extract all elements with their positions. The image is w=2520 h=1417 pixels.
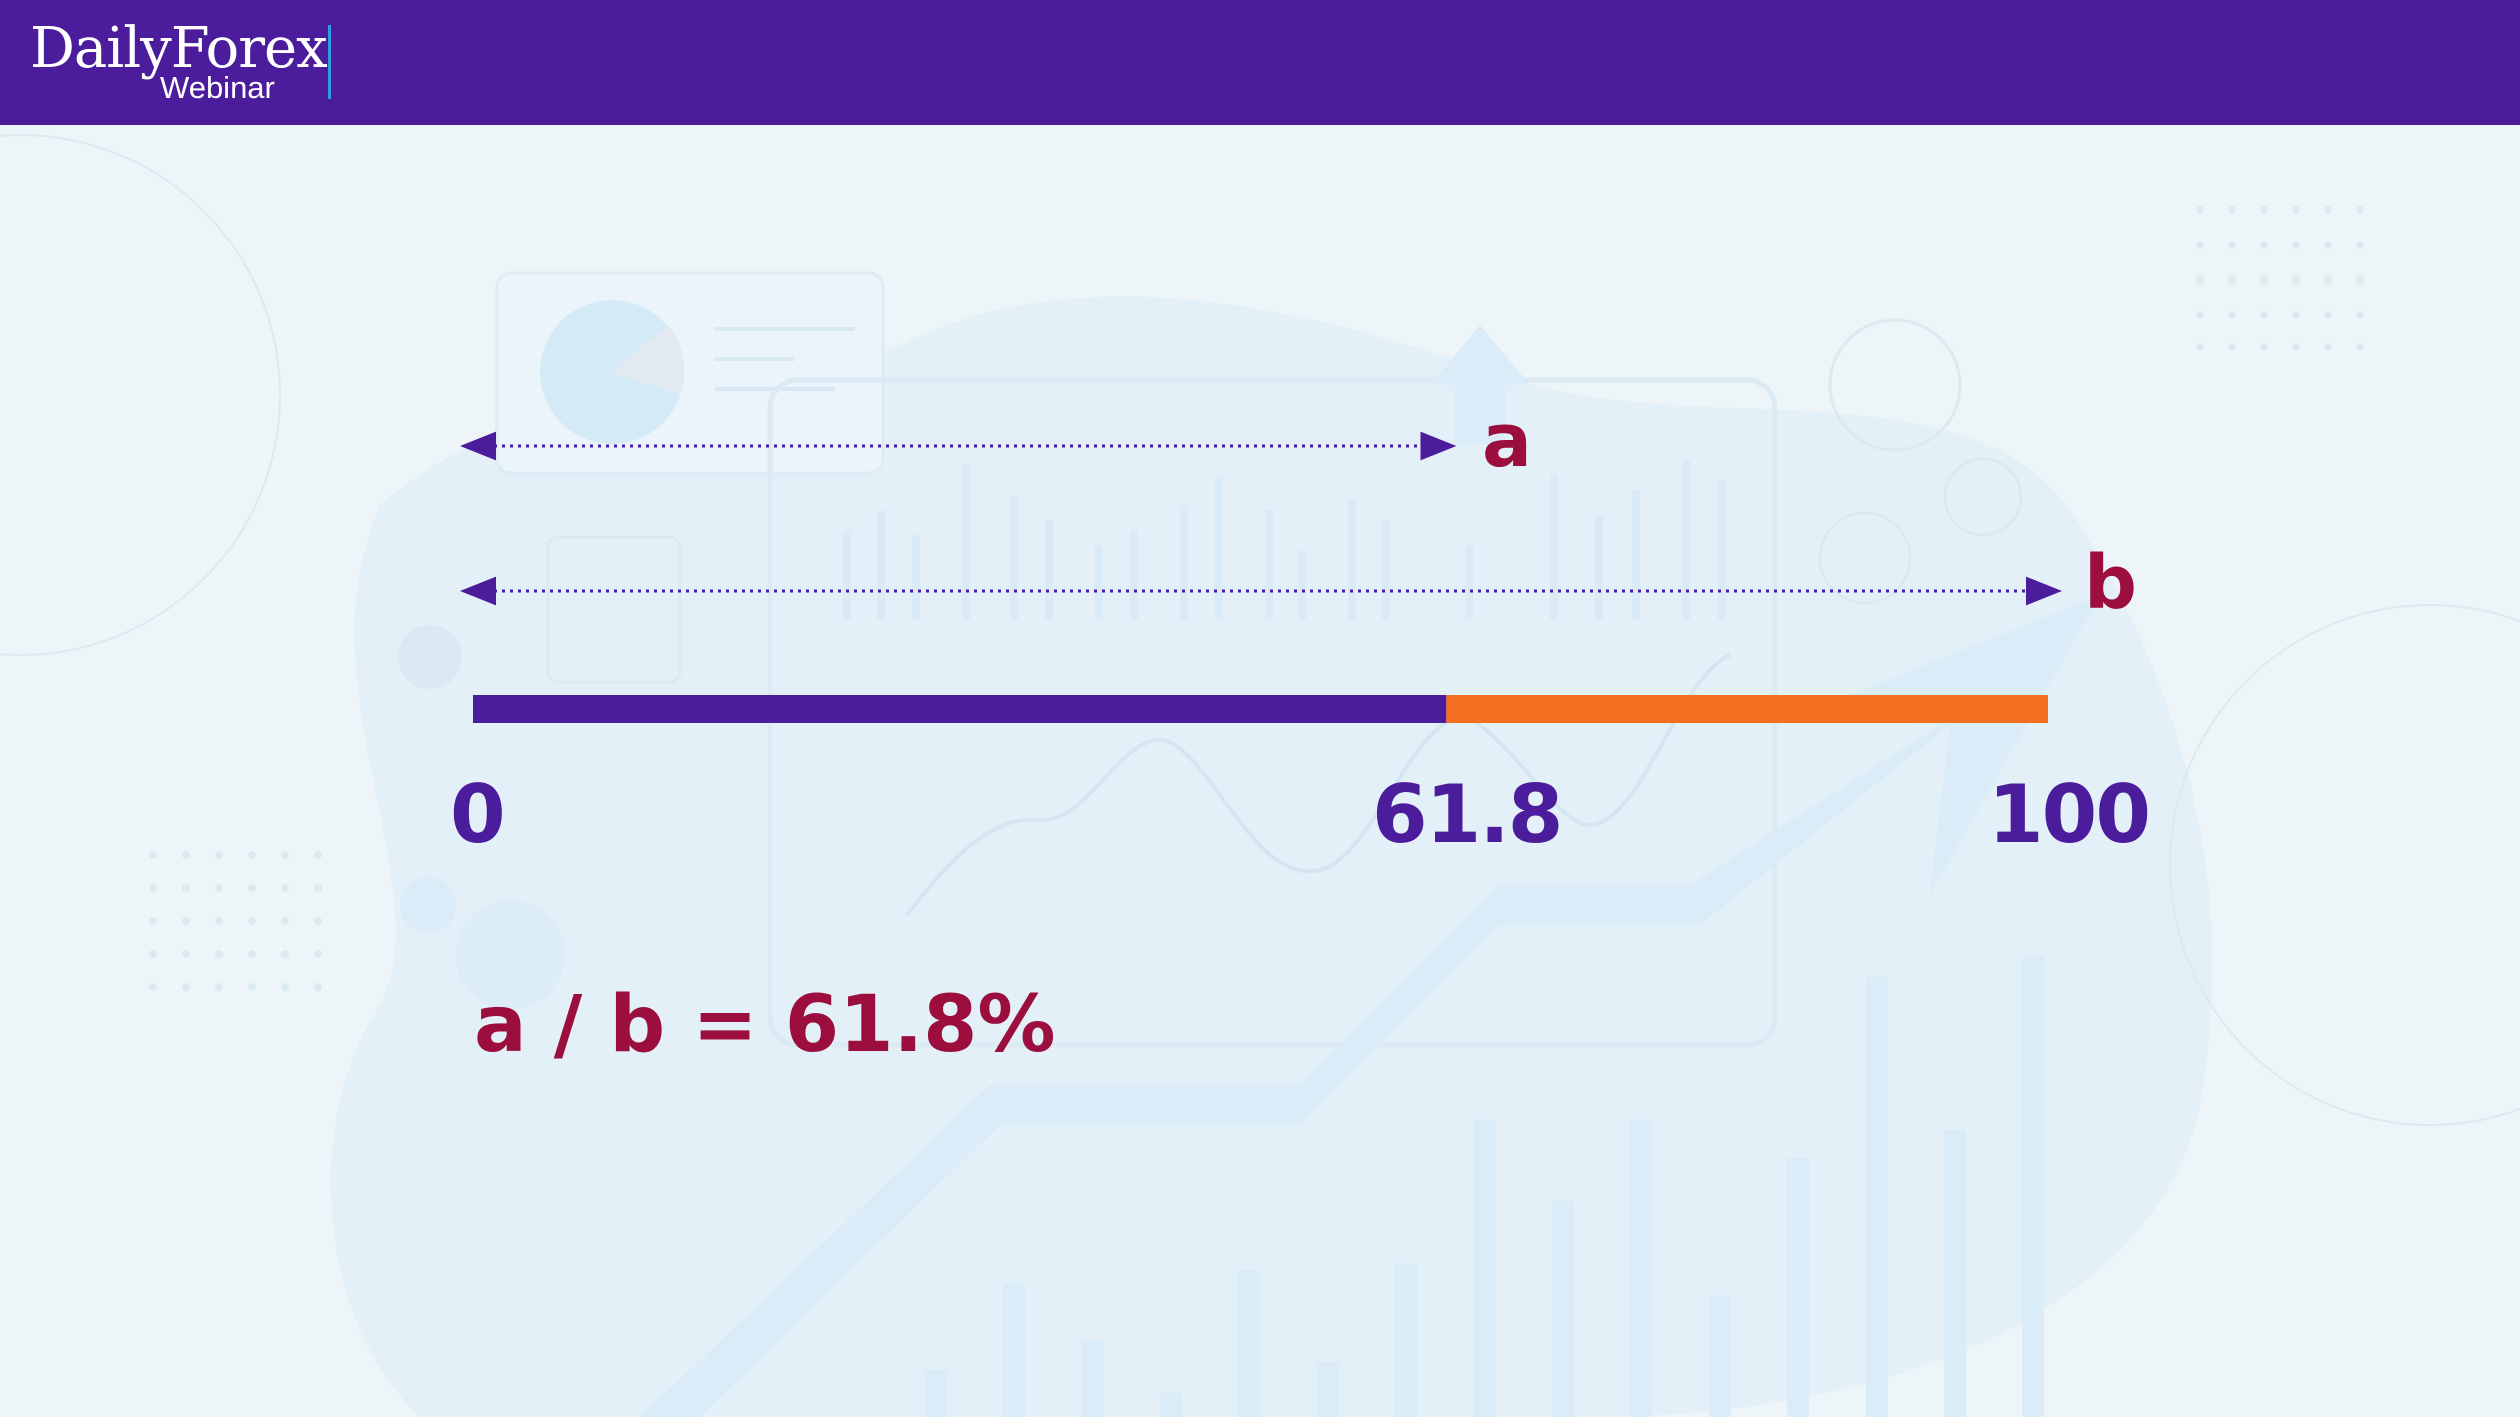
decor-circle-left bbox=[0, 134, 281, 656]
header-bar: DailyForex Webinar bbox=[0, 0, 2520, 125]
decor-circle-right bbox=[2169, 604, 2520, 1126]
ratio-formula: a / b = 61.8% bbox=[474, 980, 1056, 1070]
decor-line-chart bbox=[905, 653, 1731, 917]
decor-dots-left bbox=[149, 851, 322, 991]
decor-up-arrow bbox=[1430, 325, 1530, 445]
bar-segment-a bbox=[473, 695, 1447, 723]
grid-circle-icon bbox=[398, 625, 462, 689]
tick-label-61-8: 61.8 bbox=[1372, 768, 1563, 861]
decor-small-circle bbox=[1943, 457, 2023, 537]
tick-label-0: 0 bbox=[450, 768, 506, 861]
gear-icon-large bbox=[455, 900, 565, 1010]
target-card-icon bbox=[546, 535, 682, 684]
brand-logo: DailyForex bbox=[30, 16, 328, 81]
background-decoration bbox=[0, 134, 2520, 1417]
decor-arrow bbox=[640, 595, 2100, 1417]
segment-b-label: b bbox=[2084, 540, 2137, 626]
bar-segment-b bbox=[1446, 695, 2048, 723]
header-divider bbox=[328, 25, 331, 99]
segment-a-label: a bbox=[1482, 398, 1532, 484]
gear-icon bbox=[400, 877, 456, 933]
brand-subtitle: Webinar bbox=[160, 70, 275, 105]
decor-dots-right bbox=[2196, 206, 2364, 351]
decor-bars-large bbox=[925, 956, 2044, 1417]
dollar-coin-icon bbox=[1828, 318, 1962, 452]
tick-label-100: 100 bbox=[1988, 768, 2151, 861]
